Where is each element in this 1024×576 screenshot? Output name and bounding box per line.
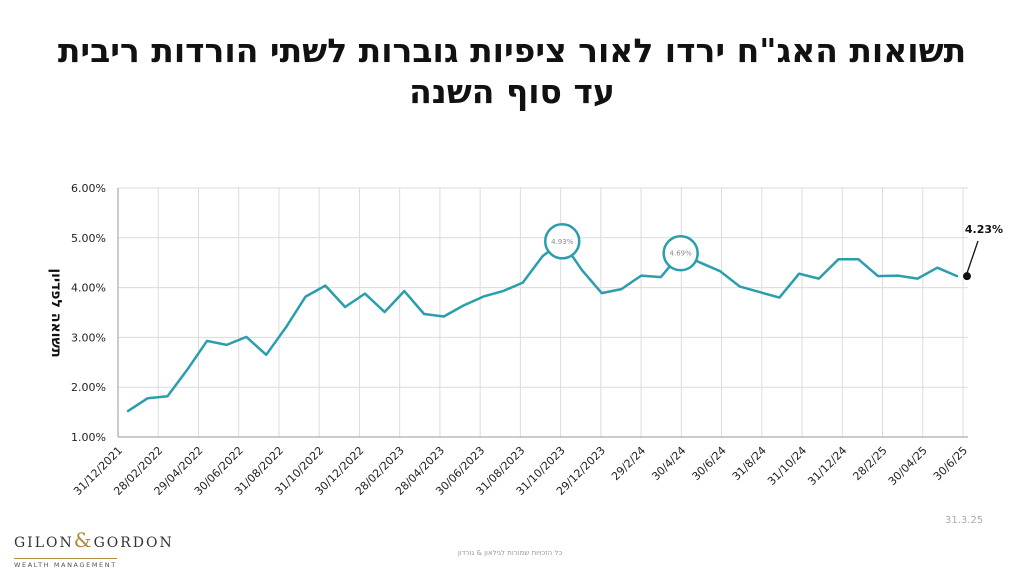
y-tick-label: 5.00% (71, 232, 106, 245)
x-tick-label: 31/8/24 (730, 444, 769, 483)
x-tick-label: 31/10/24 (765, 444, 809, 488)
slide-title: תשואות האג"ח ירדו לאור ציפיות גוברות לשת… (0, 30, 1024, 112)
brand-name: GILON&GORDON (14, 528, 172, 552)
copyright-note: כל הזכויות שמורות לגילאון & גורדון (457, 549, 563, 557)
x-tick-label: 29/2/24 (609, 444, 648, 483)
y-tick-label: 3.00% (71, 331, 106, 344)
brand-subtitle: WEALTH MANAGEMENT (14, 558, 117, 569)
slide-title-line-1: תשואות האג"ח ירדו לאור ציפיות גוברות לשת… (57, 31, 967, 70)
x-tick-label: 31/12/24 (805, 444, 849, 488)
last-value-marker (963, 272, 971, 281)
y-tick-label: 4.00% (71, 282, 106, 295)
y-axis-title: תשואה לפדיון (48, 268, 64, 357)
series-line (126, 240, 959, 413)
peak-annotation-circle (662, 234, 699, 272)
brand-ampersand: & (73, 528, 94, 552)
y-tick-label: 1.00% (71, 431, 106, 444)
x-tick-label: 30/4/24 (649, 444, 688, 483)
brand-name-left: GILON (14, 535, 74, 551)
x-tick-label: 28/2/25 (850, 444, 889, 483)
last-value-leader-line (966, 240, 979, 274)
slide-date: 31.3.25 (945, 515, 984, 526)
peak-annotation-label: 4.69% (670, 250, 693, 258)
brand-name-right: GORDON (93, 535, 174, 551)
x-tick-label: 30/6/24 (690, 444, 729, 483)
peak-annotation-label: 4.93% (551, 238, 574, 246)
peak-annotation-circle (543, 223, 581, 260)
x-tick-label: 30/6/25 (931, 444, 970, 483)
x-tick-label: 30/04/25 (886, 444, 930, 488)
y-tick-label: 2.00% (71, 381, 106, 394)
slide-title-line-2: עד סוף השנה (409, 72, 615, 111)
brand-logo: GILON&GORDON WEALTH MANAGEMENT (14, 528, 172, 571)
last-value-label: 4.23% (965, 223, 1003, 236)
y-tick-label: 6.00% (71, 182, 106, 195)
